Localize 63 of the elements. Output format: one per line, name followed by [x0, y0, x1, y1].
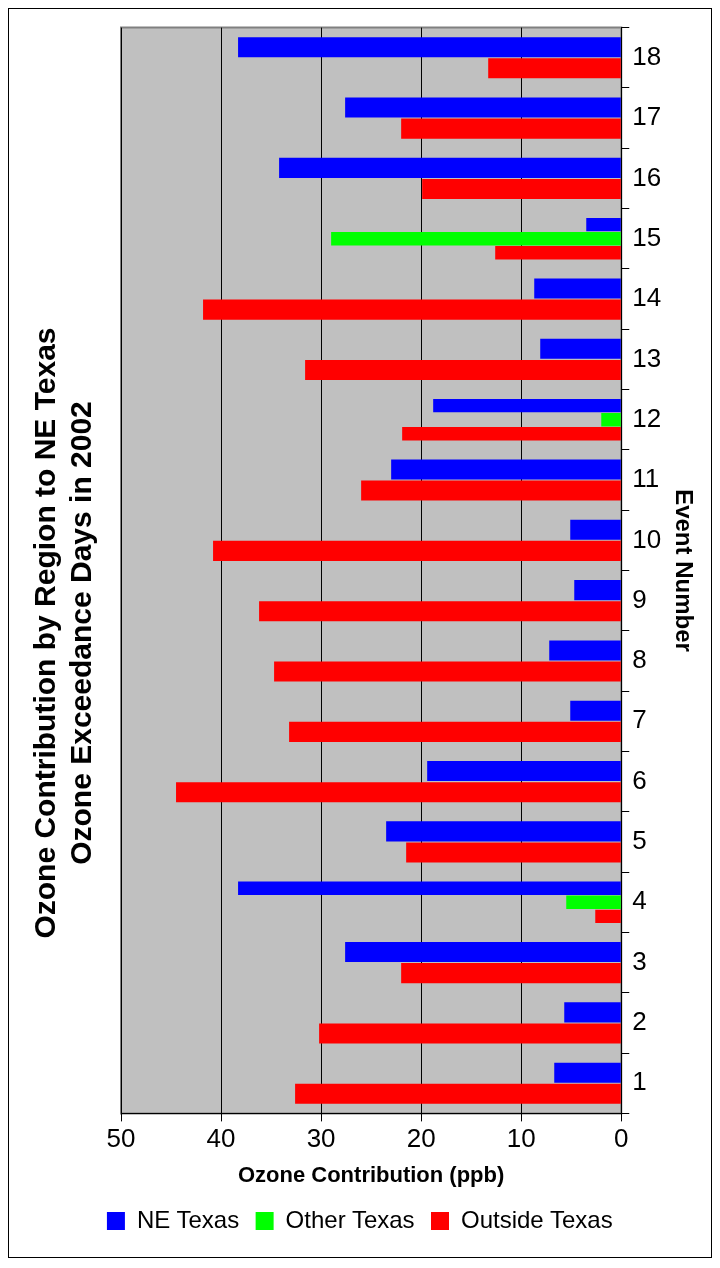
y-tick-label: 6: [632, 764, 647, 795]
y-tick-label: 14: [632, 282, 662, 313]
bar: [406, 842, 621, 863]
bar: [401, 118, 621, 139]
y-tick-label: 1: [632, 1066, 647, 1097]
y-tick-label: 15: [632, 221, 662, 252]
bar: [213, 540, 621, 561]
bar: [488, 58, 621, 79]
y-tick-label: 3: [632, 945, 647, 976]
y-tick-label: 10: [632, 523, 662, 554]
y-tick-label: 16: [632, 161, 662, 192]
y-tick-label: 8: [632, 644, 647, 675]
x-tick-label: 40: [206, 1123, 236, 1154]
bar: [274, 661, 621, 682]
bar: [570, 700, 621, 721]
bar: [554, 1062, 621, 1083]
bar: [176, 782, 621, 803]
y-tick-label: 13: [632, 342, 662, 373]
y-tick-label: 5: [632, 825, 647, 856]
bar: [331, 232, 621, 246]
bar: [601, 413, 621, 427]
bar: [574, 580, 621, 601]
bar: [238, 37, 621, 58]
x-axis-title: Ozone Contribution (ppb): [237, 1161, 505, 1187]
bar: [570, 519, 621, 540]
bar: [391, 459, 621, 480]
y-tick-label: 12: [632, 402, 662, 433]
x-tick-label: 0: [614, 1123, 629, 1154]
bar: [549, 640, 621, 661]
bar: [401, 963, 621, 984]
bar: [540, 338, 621, 359]
bar: [422, 178, 621, 199]
y-tick-label: 11: [632, 463, 660, 494]
x-tick-label: 50: [106, 1123, 136, 1154]
legend-label: NE Texas: [136, 1205, 240, 1233]
bar: [345, 97, 621, 118]
x-tick-label: 30: [306, 1123, 336, 1154]
y-axis-title: Event Number: [670, 489, 698, 652]
text: Ozone Contribution by Region to NE Texas Ozone Exceedance Days in 2002: [28, 327, 98, 939]
bar: [345, 942, 621, 963]
bar: [259, 601, 621, 622]
bar: [279, 157, 621, 178]
y-tick-label: 18: [632, 40, 662, 71]
bar: [427, 761, 621, 782]
y-tick-label: 2: [632, 1006, 647, 1037]
bar: [319, 1023, 621, 1044]
y-tick-label: 9: [632, 583, 647, 614]
bar: [295, 1083, 621, 1104]
bar: [289, 721, 621, 742]
bar: [386, 821, 621, 842]
y-tick-label: 7: [632, 704, 647, 735]
y-tick-label: 17: [632, 101, 662, 132]
bar: [305, 359, 621, 380]
bar: [534, 278, 621, 299]
legend-label: Outside Texas: [461, 1205, 613, 1233]
x-tick-label: 10: [506, 1123, 536, 1154]
bar: [566, 895, 621, 909]
y-tick-label: 4: [632, 885, 647, 916]
bar: [361, 480, 621, 501]
bar: [564, 1002, 621, 1023]
bar: [203, 299, 621, 320]
legend-label: Other Texas: [285, 1205, 415, 1233]
x-tick-label: 20: [406, 1123, 436, 1154]
